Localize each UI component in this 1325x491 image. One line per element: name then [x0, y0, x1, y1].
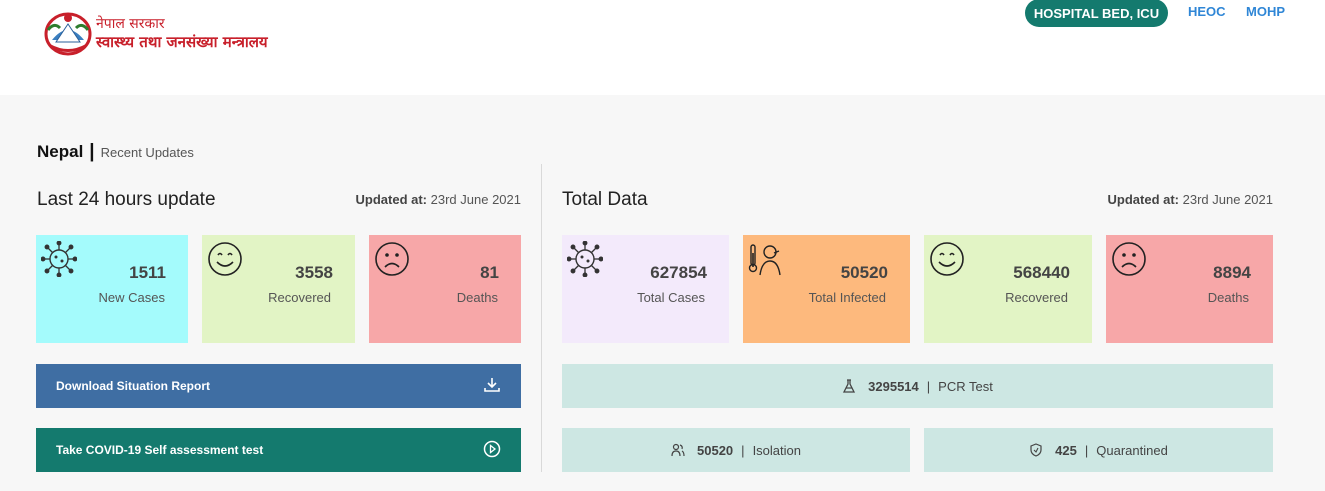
recovered-24h-label: Recovered: [268, 290, 331, 305]
virus-icon: [567, 241, 603, 277]
breadcrumb-separator: |: [89, 141, 95, 162]
people-icon: [671, 443, 685, 457]
deaths-24h-label: Deaths: [456, 290, 498, 305]
total-recovered-label: Recovered: [1005, 290, 1068, 305]
last-24-updated: Updated at: 23rd June 2021: [356, 192, 521, 207]
pcr-test-summary: 3295514 | PCR Test: [562, 364, 1273, 408]
deaths-24h-value: 81: [480, 263, 499, 282]
total-infected-label: Total Infected: [808, 290, 886, 305]
updated-date: 23rd June 2021: [1182, 192, 1273, 207]
total-deaths-value: 8894: [1213, 263, 1251, 282]
isolation-separator: |: [741, 442, 745, 458]
flask-icon: [843, 379, 856, 393]
stat-card-total-deaths: 8894 Deaths: [1106, 235, 1273, 343]
section-divider: [541, 164, 542, 472]
sad-face-icon: [1112, 242, 1146, 276]
pcr-separator: |: [926, 378, 931, 394]
smiley-icon: [930, 242, 964, 276]
breadcrumb: Nepal | Recent Updates: [37, 141, 194, 163]
quarantined-summary: 425 | Quarantined: [924, 428, 1273, 472]
nepal-emblem-icon: [44, 12, 92, 56]
last-24-hours-title: Last 24 hours update: [37, 189, 216, 210]
virus-icon: [41, 241, 77, 277]
stat-card-total-recovered: 568440 Recovered: [924, 235, 1092, 343]
logo-text-ministry: स्वास्थ्य तथा जनसंख्या मन्त्रालय: [96, 33, 268, 51]
total-data-title: Total Data: [562, 189, 648, 210]
total-updated: Updated at: 23rd June 2021: [1108, 192, 1273, 207]
isolation-value: 50520: [697, 442, 734, 458]
country-title: Nepal: [37, 142, 84, 161]
play-circle-icon: [483, 440, 501, 458]
sad-face-icon: [375, 242, 409, 276]
stat-card-total-infected: 50520 Total Infected: [743, 235, 910, 343]
recovered-24h-value: 3558: [295, 263, 333, 282]
download-icon: [484, 378, 500, 392]
total-recovered-value: 568440: [1013, 263, 1070, 282]
updated-label: Updated at:: [1107, 192, 1180, 207]
quarantined-separator: |: [1084, 442, 1089, 458]
breadcrumb-subtitle: Recent Updates: [100, 145, 194, 160]
pcr-test-value: 3295514: [868, 378, 919, 394]
stat-card-deaths-24h: 81 Deaths: [369, 235, 521, 343]
self-assessment-test-button[interactable]: Take COVID-19 Self assessment test: [36, 428, 521, 472]
stat-card-new-cases: 1511 New Cases: [36, 235, 188, 343]
download-report-label: Download Situation Report: [56, 379, 210, 393]
new-cases-value: 1511: [129, 263, 166, 282]
stat-card-recovered-24h: 3558 Recovered: [202, 235, 355, 343]
dashboard-main: Nepal | Recent Updates Last 24 hours upd…: [0, 95, 1325, 491]
updated-date: 23rd June 2021: [430, 192, 521, 207]
updated-label: Updated at:: [355, 192, 428, 207]
smiley-icon: [208, 242, 242, 276]
total-cases-label: Total Cases: [637, 290, 705, 305]
pcr-test-label: PCR Test: [938, 378, 993, 394]
stat-card-total-cases: 627854 Total Cases: [562, 235, 729, 343]
isolation-summary: 50520 | Isolation: [562, 428, 910, 472]
mohp-link[interactable]: MOHP: [1246, 4, 1285, 19]
total-deaths-label: Deaths: [1207, 290, 1249, 305]
download-situation-report-button[interactable]: Download Situation Report: [36, 364, 521, 408]
heoc-link[interactable]: HEOC: [1188, 4, 1226, 19]
quarantined-value: 425: [1055, 442, 1077, 458]
thermometer-person-icon: [748, 244, 781, 276]
isolation-label: Isolation: [752, 442, 801, 458]
ministry-logo[interactable]: नेपाल सरकार स्वास्थ्य तथा जनसंख्या मन्त्…: [44, 10, 294, 58]
hospital-bed-icu-button[interactable]: HOSPITAL BED, ICU: [1025, 0, 1168, 27]
total-infected-value: 50520: [840, 263, 888, 282]
self-assessment-label: Take COVID-19 Self assessment test: [56, 443, 264, 457]
site-header: नेपाल सरकार स्वास्थ्य तथा जनसंख्या मन्त्…: [0, 0, 1325, 95]
quarantined-label: Quarantined: [1096, 442, 1168, 458]
new-cases-label: New Cases: [98, 290, 165, 305]
total-cases-value: 627854: [650, 263, 707, 282]
shield-icon: [1030, 443, 1042, 457]
logo-text-government: नेपाल सरकार: [96, 16, 165, 32]
